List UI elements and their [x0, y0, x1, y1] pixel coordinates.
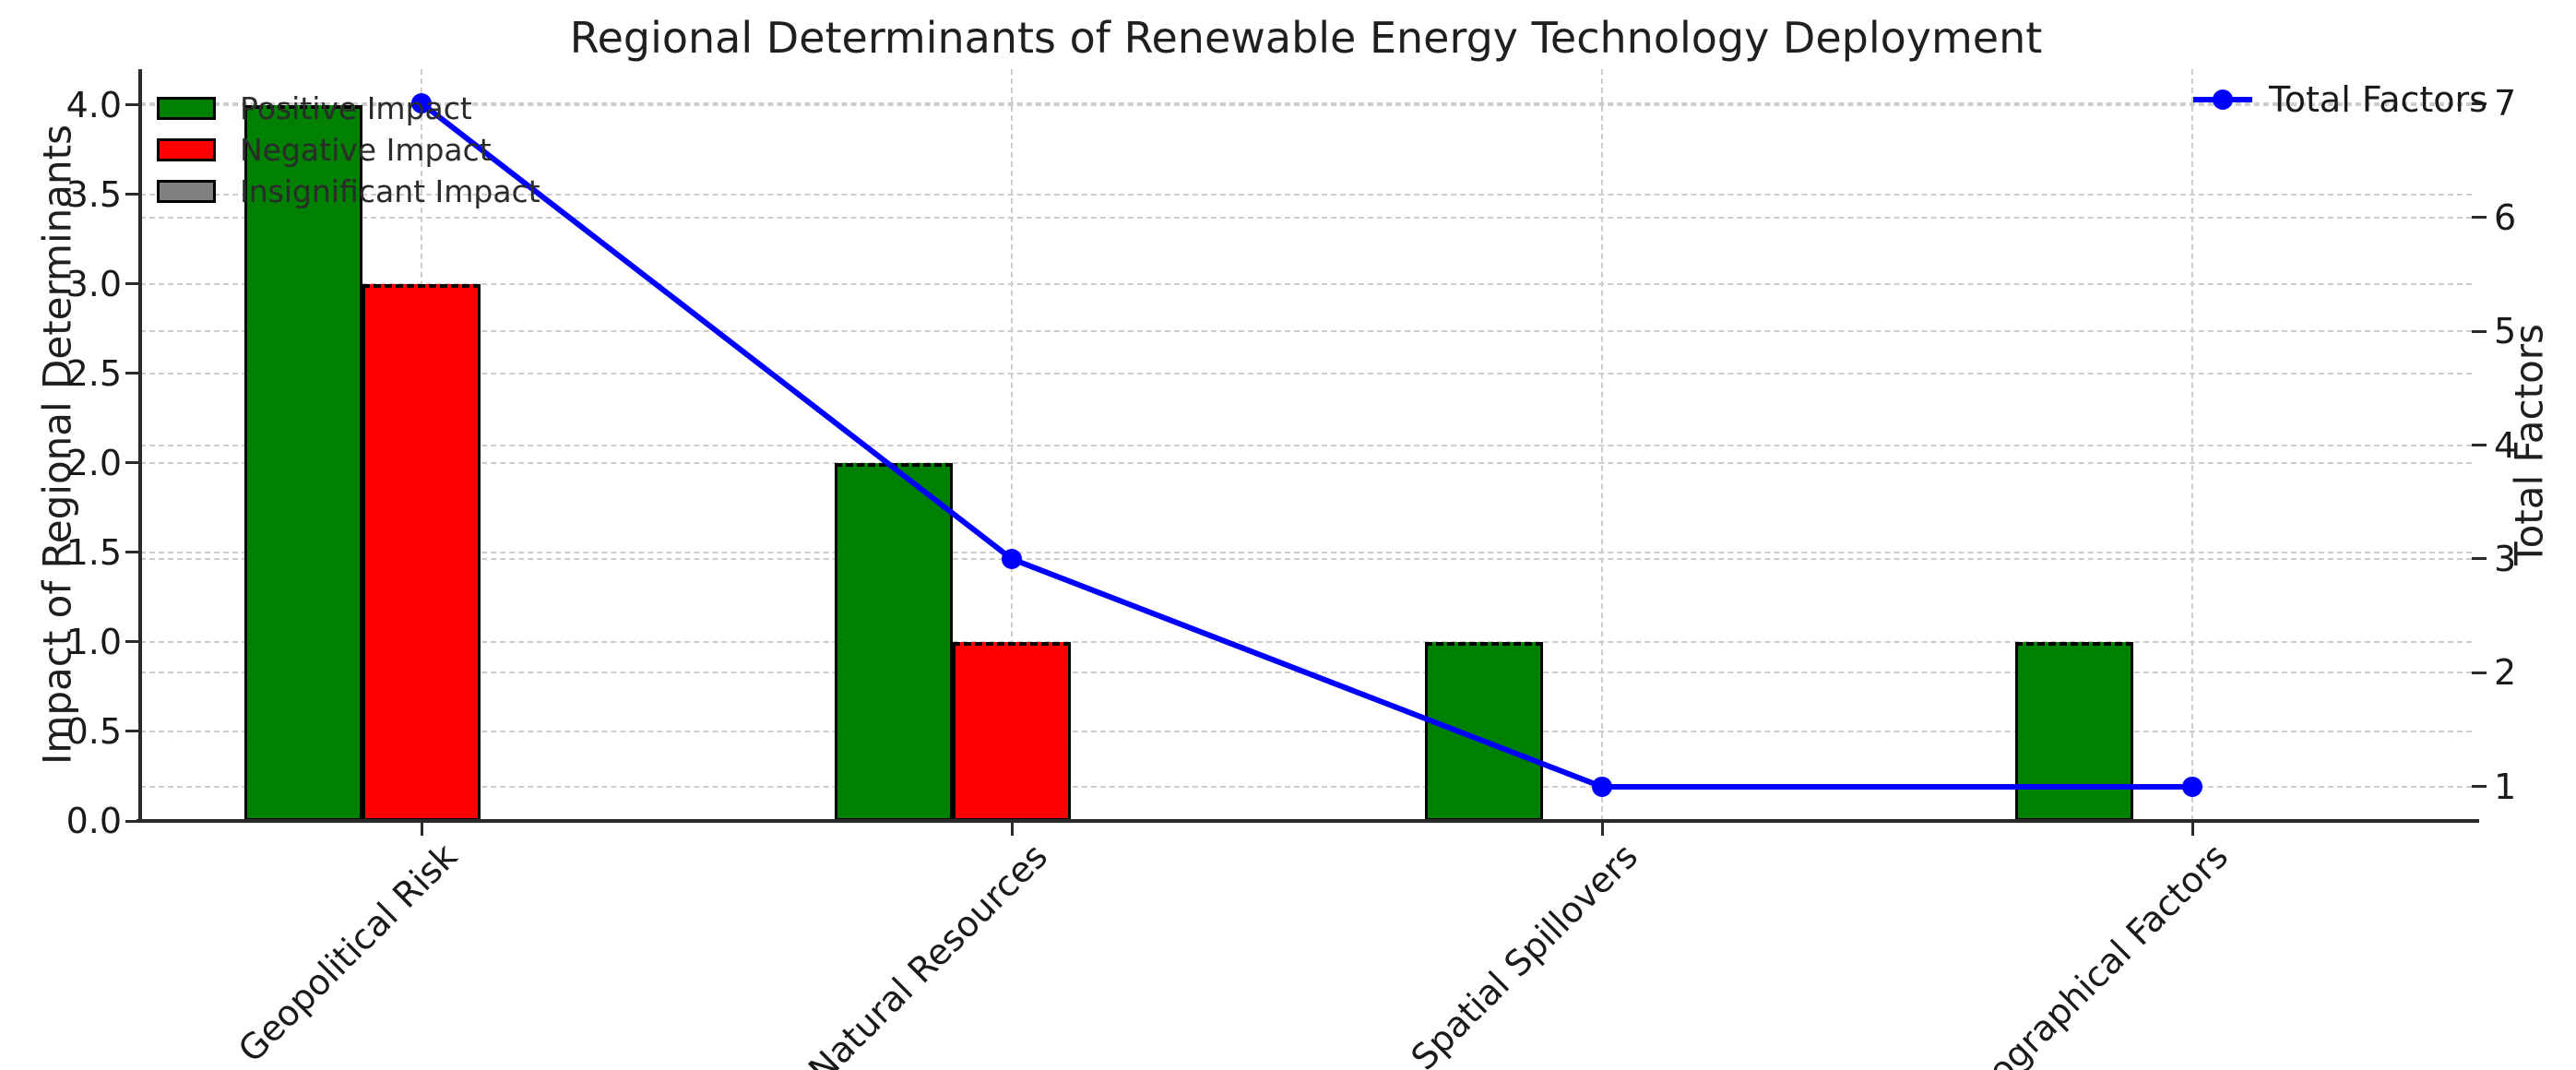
legend-item-label: Positive Impact [240, 90, 472, 126]
left-tick-mark [125, 103, 140, 107]
right-tick-label: 5 [2494, 311, 2517, 351]
category-tick-mark [1010, 821, 1014, 836]
gridline-category [1601, 69, 1603, 821]
legend-item: Negative Impact [157, 129, 540, 171]
legend-item: Positive Impact [157, 88, 540, 129]
left-tick-label: 1.0 [65, 621, 122, 662]
legend-item: Insignificant Impact [157, 171, 540, 212]
category-tick-mark [420, 821, 423, 836]
left-tick-label: 0.0 [65, 801, 122, 841]
right-tick-mark [2472, 557, 2487, 561]
legend-swatch-positive-impact-icon [157, 97, 216, 120]
gridline-left-axis [140, 372, 2472, 374]
right-tick-mark [2472, 216, 2487, 220]
gridline-left-axis [140, 551, 2472, 553]
chart-title: Regional Determinants of Renewable Energ… [569, 13, 2043, 63]
left-tick-label: 3.5 [65, 173, 122, 215]
right-tick-mark [2472, 671, 2487, 674]
left-tick-label: 2.0 [65, 442, 122, 483]
legend-line-marker-icon [2213, 89, 2233, 110]
left-tick-mark [125, 640, 140, 644]
category-tick-mark [1600, 821, 1604, 836]
right-tick-label: 3 [2494, 538, 2517, 579]
left-tick-mark [125, 372, 140, 375]
right-tick-label: 6 [2494, 196, 2517, 238]
bar-positive-impact [2015, 641, 2133, 821]
category-label: Spatial Spillovers [1403, 836, 1646, 1070]
bar-negative-impact [953, 641, 1071, 821]
right-tick-label: 2 [2494, 652, 2517, 694]
legend-swatch-insignificant-impact-icon [157, 180, 216, 203]
left-tick-mark [125, 819, 140, 823]
gridline-right-axis [140, 557, 2472, 560]
gridline-left-axis [140, 282, 2472, 285]
legend-line-sample-icon [2193, 89, 2252, 110]
bar-positive-impact [1425, 641, 1543, 821]
right-tick-mark [2472, 101, 2487, 105]
left-tick-label: 3.0 [65, 263, 122, 304]
left-tick-mark [125, 193, 140, 196]
right-tick-mark [2472, 785, 2487, 789]
gridline-right-axis [140, 444, 2472, 446]
left-tick-mark [125, 282, 140, 286]
legend-item-label: Insignificant Impact [240, 173, 540, 209]
gridline-left-axis [140, 461, 2472, 464]
left-tick-mark [125, 461, 140, 465]
right-tick-label: 7 [2494, 83, 2517, 125]
left-tick-label: 1.5 [65, 531, 122, 573]
legend-item-label: Negative Impact [240, 132, 492, 168]
bottom-axis-spine [137, 819, 2479, 823]
bar-positive-impact [244, 104, 362, 821]
left-tick-label: 2.5 [65, 352, 122, 394]
gridline-right-axis [140, 330, 2472, 332]
gridline-category [2191, 69, 2193, 821]
left-tick-label: 4.0 [65, 84, 122, 125]
legend-bars: Positive Impact Negative Impact Insignific… [157, 88, 540, 212]
legend-line-label: Total Factors [2269, 79, 2487, 120]
right-tick-label: 4 [2494, 424, 2517, 466]
right-tick-label: 1 [2494, 766, 2517, 807]
category-tick-mark [2190, 821, 2194, 836]
left-tick-mark [125, 551, 140, 554]
right-tick-mark [2472, 329, 2487, 333]
legend-line: Total Factors [2193, 79, 2487, 120]
category-label: Geopolitical Risk [230, 836, 466, 1070]
category-label: Natural Resources [801, 836, 1056, 1070]
left-axis-spine [138, 69, 142, 823]
left-tick-mark [125, 730, 140, 733]
left-tick-label: 0.5 [65, 710, 122, 752]
legend-swatch-negative-impact-icon [157, 138, 216, 161]
bar-negative-impact [362, 283, 481, 821]
bar-positive-impact [835, 462, 953, 821]
category-label: Geographical Factors [1945, 836, 2237, 1070]
gridline-right-axis [140, 216, 2472, 219]
right-tick-mark [2472, 444, 2487, 446]
